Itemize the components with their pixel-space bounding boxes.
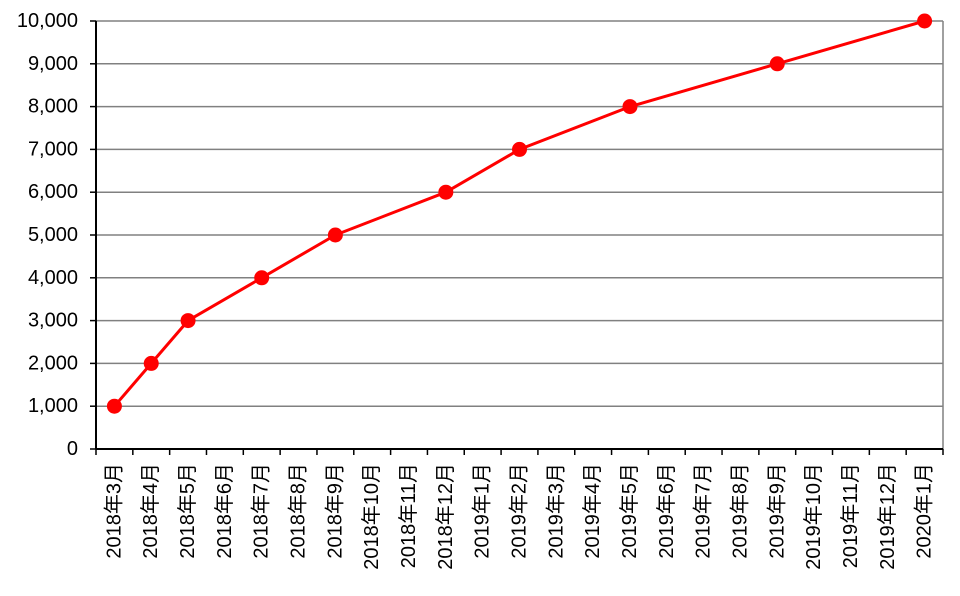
y-axis-tick-label: 5,000 [28, 224, 78, 246]
x-axis-tick-label: 2019年9月 [765, 463, 788, 559]
x-axis-tick-label: 2018年4月 [139, 463, 162, 559]
data-point-marker [438, 184, 454, 200]
x-axis-tick-label: 2018年3月 [102, 463, 125, 559]
y-axis-tick-label: 2,000 [28, 352, 78, 374]
data-point-marker [143, 355, 159, 371]
y-axis-tick-label: 6,000 [28, 181, 78, 203]
data-point-marker [917, 13, 933, 29]
data-point-marker [769, 56, 785, 72]
y-axis-tick-label: 4,000 [28, 267, 78, 289]
x-axis-tick-label: 2019年3月 [544, 463, 567, 559]
x-axis-tick-label: 2019年8月 [728, 463, 751, 559]
x-axis-tick-label: 2019年2月 [508, 463, 531, 559]
x-axis-tick-label: 2018年6月 [213, 463, 236, 559]
x-axis-tick-label: 2019年6月 [655, 463, 678, 559]
x-axis-tick-label: 2018年8月 [287, 463, 310, 559]
x-axis-tick-label: 2019年1月 [471, 463, 494, 559]
x-axis-tick-label: 2019年5月 [618, 463, 641, 559]
y-axis-tick-label: 9,000 [28, 53, 78, 75]
y-axis-tick-label: 1,000 [28, 395, 78, 417]
x-axis-tick-label: 2019年4月 [581, 463, 604, 559]
data-point-marker [622, 99, 638, 115]
data-point-marker [512, 141, 527, 157]
x-axis-tick-label: 2020年1月 [913, 463, 936, 559]
y-axis-tick-label: 7,000 [28, 138, 78, 160]
x-axis-tick-label: 2019年7月 [692, 463, 715, 559]
y-axis-tick-label: 0 [67, 438, 78, 460]
y-axis-tick-label: 8,000 [28, 96, 78, 118]
series-line [112, 19, 927, 408]
x-axis-tick-label: 2018年9月 [323, 463, 346, 559]
data-point-marker [327, 227, 343, 243]
x-axis-tick-label: 2018年5月 [176, 463, 199, 559]
data-point-marker [254, 270, 270, 286]
x-axis-tick-label: 2019年10月 [802, 463, 825, 570]
x-axis-tick-label: 2018年10月 [360, 463, 383, 570]
y-axis-tick-label: 3,000 [28, 310, 78, 332]
data-point-marker [180, 313, 196, 329]
y-axis-tick-label: 10,000 [17, 10, 78, 32]
x-axis-tick-label: 2018年12月 [434, 463, 457, 570]
data-point-marker [106, 398, 122, 414]
x-axis-tick-label: 2018年11月 [397, 463, 420, 568]
x-axis-tick-label: 2019年11月 [839, 463, 862, 568]
x-axis-tick-label: 2019年12月 [876, 463, 899, 570]
x-axis-tick-label: 2018年7月 [250, 463, 273, 559]
